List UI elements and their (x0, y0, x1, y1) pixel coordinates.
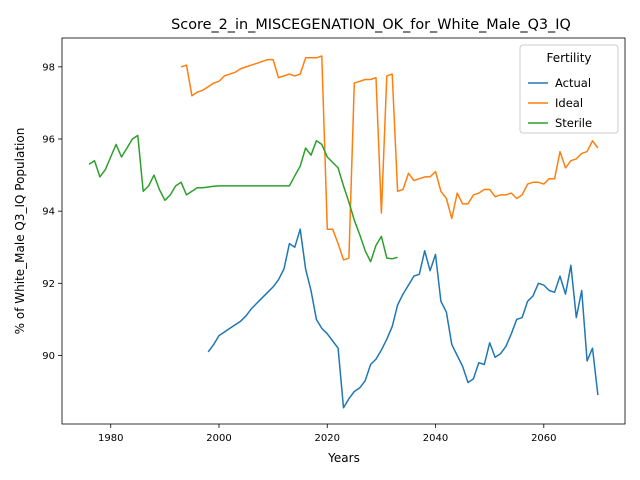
x-axis: 1980 2000 2020 2040 2060 (98, 424, 557, 444)
x-axis-label: Years (327, 451, 360, 465)
x-tick-label: 1980 (98, 433, 123, 444)
legend-box (519, 44, 619, 134)
x-tick-label: 2060 (531, 433, 556, 444)
legend-label-actual: Actual (555, 76, 591, 90)
y-tick-label: 98 (42, 62, 55, 73)
x-tick-label: 2020 (315, 433, 340, 444)
y-tick-label: 90 (42, 351, 55, 362)
chart-title: Score_2_in_MISCEGENATION_OK_for_White_Ma… (171, 17, 571, 33)
y-tick-label: 94 (42, 207, 55, 218)
series-line-actual (207, 228, 599, 409)
plot-frame (61, 37, 626, 425)
legend-label-ideal: Ideal (555, 96, 583, 110)
legend-label-sterile: Sterile (555, 116, 592, 130)
y-tick-label: 92 (42, 279, 55, 290)
y-axis: 90 92 94 96 98 (42, 62, 62, 362)
series-line-ideal (180, 55, 599, 261)
y-tick-label: 96 (42, 135, 55, 146)
series-line-sterile (88, 134, 398, 263)
y-axis-label: % of White_Male Q3_IQ Population (13, 128, 27, 335)
legend-title: Fertility (546, 51, 591, 65)
x-tick-label: 2000 (206, 433, 231, 444)
x-tick-label: 2040 (423, 433, 448, 444)
legend: Fertility Actual Ideal Sterile (519, 44, 619, 134)
